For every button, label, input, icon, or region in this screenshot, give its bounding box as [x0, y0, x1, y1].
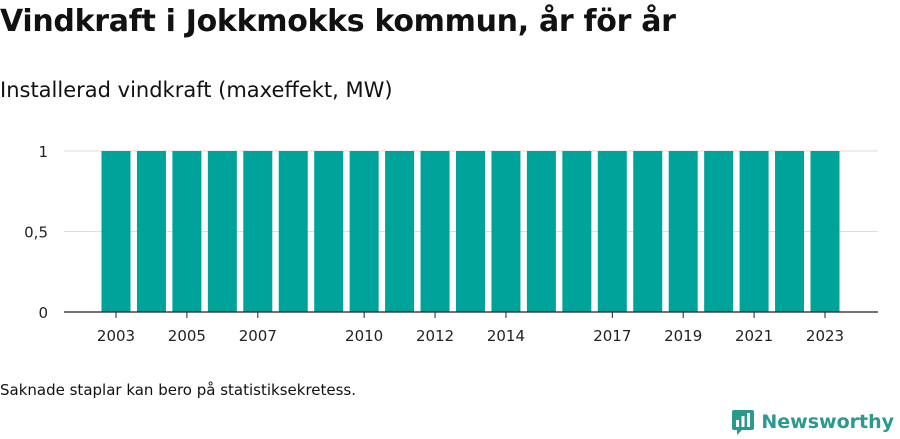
x-tick-label: 2023 [806, 327, 844, 345]
bar-2021[interactable] [739, 151, 769, 312]
y-tick-label: 1 [38, 143, 48, 161]
bar-2014[interactable] [491, 151, 521, 312]
bar-2007[interactable] [243, 151, 273, 312]
x-tick-label: 2014 [487, 327, 525, 345]
bar-2010[interactable] [349, 151, 379, 312]
x-tick-label: 2021 [735, 327, 773, 345]
x-tick-label: 2017 [593, 327, 631, 345]
x-tick-label: 2019 [664, 327, 702, 345]
bar-2005[interactable] [172, 151, 202, 312]
bar-2017[interactable] [597, 151, 627, 312]
y-tick-label: 0,5 [24, 224, 48, 242]
bar-2003[interactable] [101, 151, 131, 312]
bar-2012[interactable] [420, 151, 450, 312]
chart-title: Vindkraft i Jokkmokks kommun, år för år [0, 4, 676, 39]
x-tick-label: 2003 [97, 327, 135, 345]
bar-2011[interactable] [385, 151, 415, 312]
footnote: Saknade staplar kan bero på statistiksek… [0, 381, 357, 399]
bar-2013[interactable] [456, 151, 485, 312]
bar-2008[interactable] [278, 151, 308, 312]
bar-2020[interactable] [704, 151, 734, 312]
y-tick-label: 0 [38, 304, 48, 322]
x-tick-label: 2010 [345, 327, 383, 345]
bar-2019[interactable] [668, 151, 698, 312]
bar-2023[interactable] [810, 151, 840, 312]
bar-2015[interactable] [526, 151, 556, 312]
x-tick-label: 2005 [168, 327, 206, 345]
bars [101, 151, 840, 312]
brand-logo[interactable]: Newsworthy [731, 408, 894, 436]
bar-chart: 0 0,5 1 2003 2005 2007 2010 2012 2014 2017 2019 202… [24, 143, 878, 345]
bar-2016[interactable] [562, 151, 592, 312]
chart-subtitle: Installerad vindkraft (maxeffekt, MW) [0, 78, 393, 102]
axes: 0 0,5 1 2003 2005 2007 2010 2012 2014 2017 2019 202… [24, 143, 878, 345]
bar-2006[interactable] [207, 151, 237, 312]
bar-2022[interactable] [775, 151, 805, 312]
bar-2009[interactable] [314, 151, 344, 312]
bar-2018[interactable] [633, 151, 663, 312]
bar-2004[interactable] [136, 151, 166, 312]
x-tick-label: 2012 [416, 327, 454, 345]
x-tick-label: 2007 [239, 327, 277, 345]
newsworthy-logo-icon [732, 410, 755, 435]
brand-name: Newsworthy [761, 411, 894, 433]
